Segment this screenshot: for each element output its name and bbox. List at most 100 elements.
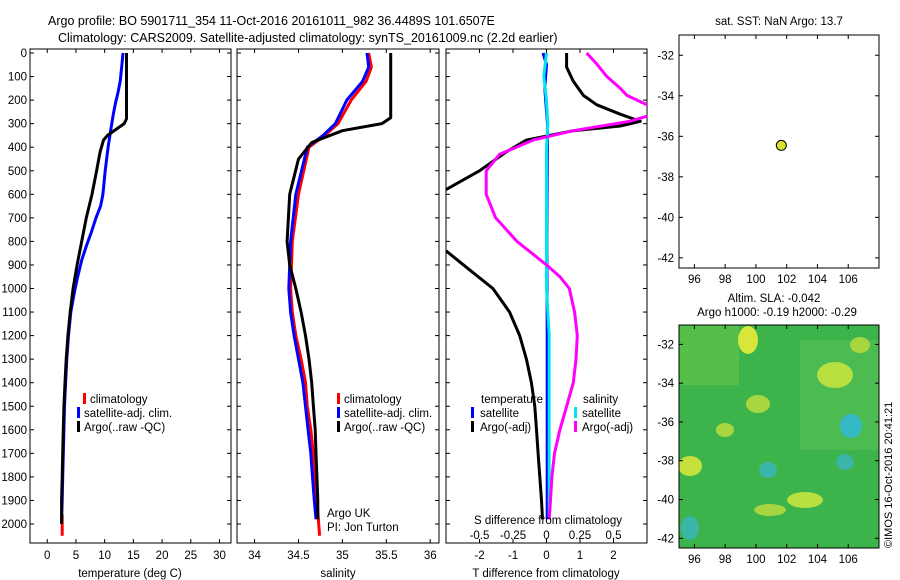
location-map-panel — [678, 34, 880, 269]
difference-x-tick-label: -1 — [508, 550, 518, 562]
sla-xtick-label: 98 — [719, 554, 732, 566]
depth-tick-label: 1600 — [1, 425, 27, 437]
float-pi: PI: Jon Turton — [327, 522, 399, 534]
legend-label-climatology: climatology — [344, 394, 402, 406]
legend-label-satellite: satellite-adj. clim. — [84, 408, 172, 420]
header-line-2: Climatology: CARS2009. Satellite-adjuste… — [58, 31, 558, 45]
sla-xtick-label: 100 — [746, 554, 765, 566]
depth-tick-label: 1100 — [2, 307, 27, 319]
temperature-x-tick-label: 30 — [213, 550, 226, 562]
depth-tick-label: 100 — [8, 72, 27, 84]
salinity-series — [285, 52, 393, 536]
temperature-legend: climatology satellite-adj. clim. Argo(..… — [77, 393, 172, 434]
temperature-x-tick-label: 5 — [73, 550, 79, 562]
location-xtick-label: 106 — [839, 274, 858, 286]
depth-tick-label: 600 — [8, 189, 27, 201]
series-temperature-argo-adj- — [446, 249, 544, 520]
legend-label-satellite: satellite-adj. clim. — [344, 408, 432, 420]
salinity-x-tick-label: 35 — [336, 550, 349, 562]
sla-heatmap — [679, 325, 879, 548]
sla-xtick-label: 104 — [808, 554, 828, 566]
series-climatology — [289, 52, 373, 536]
series-salinity-satellite — [542, 52, 551, 520]
difference-s-tick-label: -0.5 — [470, 530, 490, 542]
legend-swatch-satellite — [77, 407, 80, 418]
legend-label-t-argo: Argo(-adj) — [480, 422, 531, 434]
sla-frame — [678, 324, 880, 549]
difference-s-tick-label: 0 — [543, 530, 549, 542]
depth-tick-label: 1300 — [1, 354, 27, 366]
temperature-series — [60, 52, 128, 536]
depth-tick-label: 2000 — [1, 519, 27, 531]
series-argo-raw-qc- — [285, 53, 393, 520]
depth-tick-label: 500 — [8, 166, 27, 178]
salinity-x-axis: 34 34.5 35 35.5 36 — [248, 49, 437, 562]
sla-xtick-label: 96 — [688, 554, 701, 566]
sla-high — [754, 504, 786, 516]
sla-ytick-label: -32 — [657, 339, 674, 351]
legend-swatch-s-satellite — [574, 407, 577, 418]
depth-tick-label: 400 — [8, 142, 27, 154]
legend-label-s-satellite: satellite — [582, 408, 621, 420]
difference-s-tick-label: -0.25 — [500, 530, 526, 542]
legend-label-climatology: climatology — [90, 394, 148, 406]
temperature-x-tick-label: 0 — [44, 550, 50, 562]
depth-tick-label: 200 — [8, 95, 27, 107]
salinity-x-tick-label: 34.5 — [287, 550, 309, 562]
salinity-legend: climatology satellite-adj. clim. Argo(..… — [337, 393, 432, 434]
location-ytick-label: -36 — [657, 131, 674, 143]
difference-x-tick-label: 0 — [543, 550, 549, 562]
difference-x-tick-label: 1 — [577, 550, 583, 562]
temperature-x-tick-label: 25 — [184, 550, 197, 562]
location-xtick-label: 102 — [777, 274, 796, 286]
depth-tick-label: 1500 — [1, 401, 27, 413]
location-ytick-label: -32 — [657, 50, 674, 62]
location-title: sat. SST: NaN Argo: 13.7 — [715, 16, 843, 28]
depth-tick-label: 300 — [8, 119, 27, 131]
imos-credit: ©IMOS 16-Oct-2016 20:41:21 — [883, 402, 895, 548]
depth-tick-label: 0 — [21, 48, 27, 60]
depth-tick-label: 1000 — [1, 284, 27, 296]
salinity-x-tick-label: 35.5 — [375, 550, 397, 562]
legend-swatch-t-argo — [471, 421, 474, 432]
temperature-panel — [29, 48, 232, 544]
difference-x-tick-label: -2 — [474, 550, 484, 562]
depth-tick-label: 1800 — [1, 472, 27, 484]
salinity-x-tick-label: 36 — [424, 550, 437, 562]
sla-ytick-label: -34 — [657, 378, 674, 390]
difference-series — [446, 51, 647, 520]
legend-swatch-argo — [77, 421, 80, 432]
legend-label-t-satellite: satellite — [480, 408, 519, 420]
legend-salinity-header: salinity — [583, 394, 618, 406]
difference-s-axis: -0.5 -0.25 0 0.25 0.5 — [470, 530, 622, 542]
temperature-x-tick-label: 10 — [98, 550, 111, 562]
sla-high — [746, 395, 770, 413]
sla-high — [716, 423, 734, 437]
location-ytick-label: -38 — [657, 172, 674, 184]
sla-xtick-label: 106 — [839, 554, 858, 566]
location-axes: 96 98 100 102 104 106 -32 -34 -36 -38 -40 -42 — [657, 35, 879, 286]
sla-high — [679, 456, 702, 476]
difference-s-label: S difference from climatology — [474, 515, 622, 527]
depth-tick-label: 900 — [8, 260, 27, 272]
sla-patch — [800, 340, 879, 450]
header-line-1: Argo profile: BO 5901711_354 11-Oct-2016… — [48, 14, 495, 28]
location-ytick-label: -42 — [657, 253, 674, 265]
legend-label-s-argo: Argo(-adj) — [582, 422, 633, 434]
difference-s-tick-label: 0.25 — [569, 530, 591, 542]
location-xtick-label: 96 — [688, 274, 701, 286]
sla-low — [759, 462, 777, 478]
location-xtick-label: 104 — [808, 274, 828, 286]
legend-swatch-t-satellite — [471, 407, 474, 418]
temperature-x-tick-label: 15 — [127, 550, 140, 562]
difference-s-tick-label: 0.5 — [606, 530, 622, 542]
legend-label-argo: Argo(..raw -QC) — [84, 422, 165, 434]
series-salinity-argo-adj- — [484, 51, 647, 520]
legend-swatch-satellite — [337, 407, 340, 418]
sla-xtick-label: 102 — [777, 554, 796, 566]
salinity-x-tick-label: 34 — [248, 550, 261, 562]
series-argo-raw-qc- — [60, 53, 128, 524]
sla-low — [840, 414, 862, 438]
